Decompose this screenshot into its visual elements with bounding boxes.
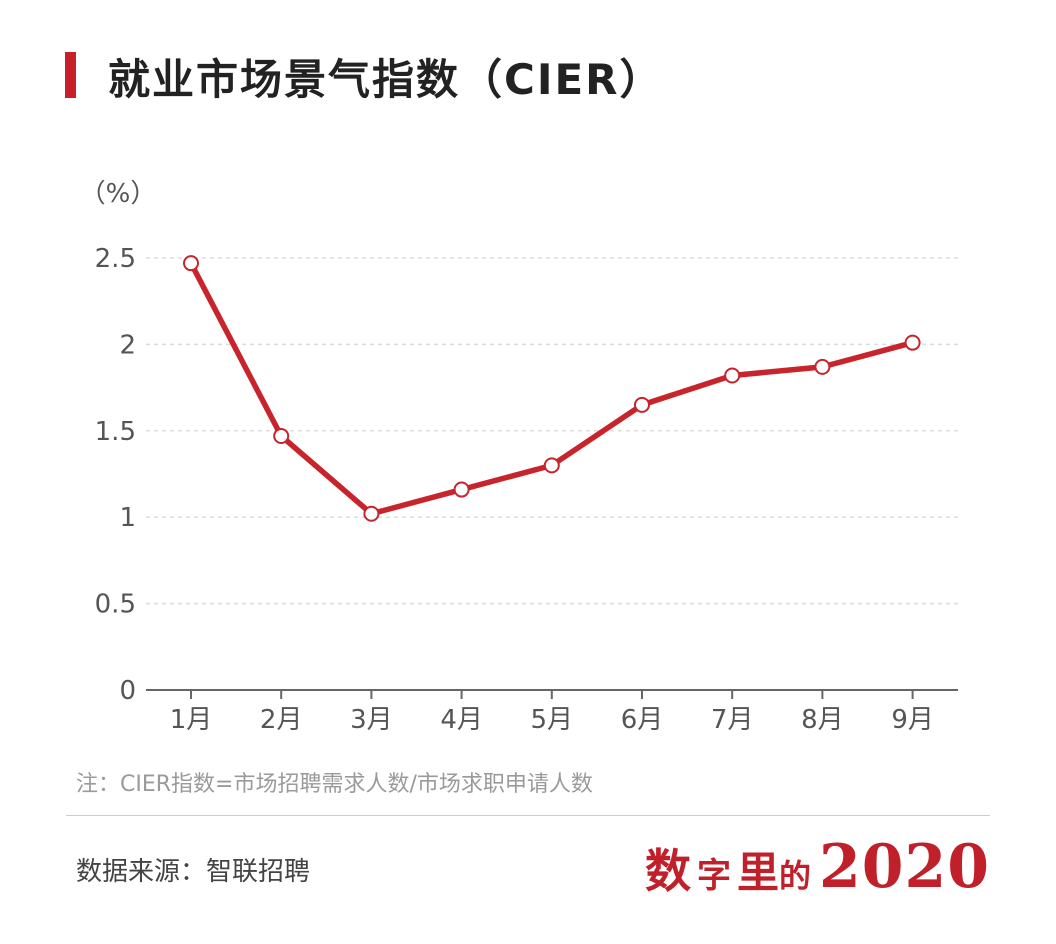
- series-line: [188, 260, 916, 517]
- x-tick-label: 7月: [711, 705, 754, 735]
- y-tick-label: 1.5: [95, 417, 136, 447]
- x-tick-label: 1月: [170, 705, 213, 735]
- x-axis-ticks: 1月 2月 3月 4月 5月 6月 7月 8月 9月: [170, 690, 934, 735]
- data-point: [183, 255, 199, 272]
- grid-lines: [146, 257, 958, 605]
- data-point: [904, 334, 921, 351]
- footnote: 注：CIER指数=市场招聘需求人数/市场求职申请人数: [76, 772, 593, 797]
- data-point: [543, 457, 560, 474]
- x-tick-label: 9月: [891, 705, 934, 735]
- data-point: [453, 481, 470, 498]
- x-tick-label: 6月: [621, 705, 664, 735]
- y-axis-unit-label: （%）: [80, 179, 157, 209]
- title-accent-bar: [65, 52, 76, 98]
- brand-char-2: 字: [696, 856, 731, 896]
- data-point: [634, 396, 650, 413]
- x-tick-label: 5月: [531, 705, 574, 735]
- y-tick-label: 2: [119, 330, 136, 360]
- brand-char-3: 里: [736, 848, 779, 897]
- data-point: [363, 505, 380, 522]
- y-tick-label: 0.5: [95, 590, 136, 620]
- chart-title: 就业市场景气指数（CIER）: [108, 55, 664, 104]
- y-tick-label: 2.5: [95, 244, 136, 274]
- y-tick-label: 1: [119, 503, 136, 533]
- data-markers: [183, 255, 921, 522]
- x-tick-label: 3月: [350, 705, 393, 735]
- y-tick-label: 0: [119, 676, 136, 706]
- x-tick-label: 2月: [260, 705, 303, 735]
- data-source: 数据来源：智联招聘: [76, 857, 311, 887]
- brand-char-4: 的: [778, 857, 811, 895]
- data-point: [273, 427, 290, 444]
- brand-char-1: 数: [644, 844, 691, 898]
- brand-logo: 数字里的 2020: [645, 832, 990, 902]
- data-point: [814, 358, 831, 375]
- x-tick-label: 8月: [801, 705, 844, 735]
- x-tick-label: 4月: [440, 705, 483, 735]
- y-axis-ticks: 0 0.5 1 1.5 2 2.5: [95, 244, 136, 706]
- divider: [66, 815, 990, 816]
- data-point: [724, 367, 741, 384]
- brand-year: 2020: [819, 832, 990, 902]
